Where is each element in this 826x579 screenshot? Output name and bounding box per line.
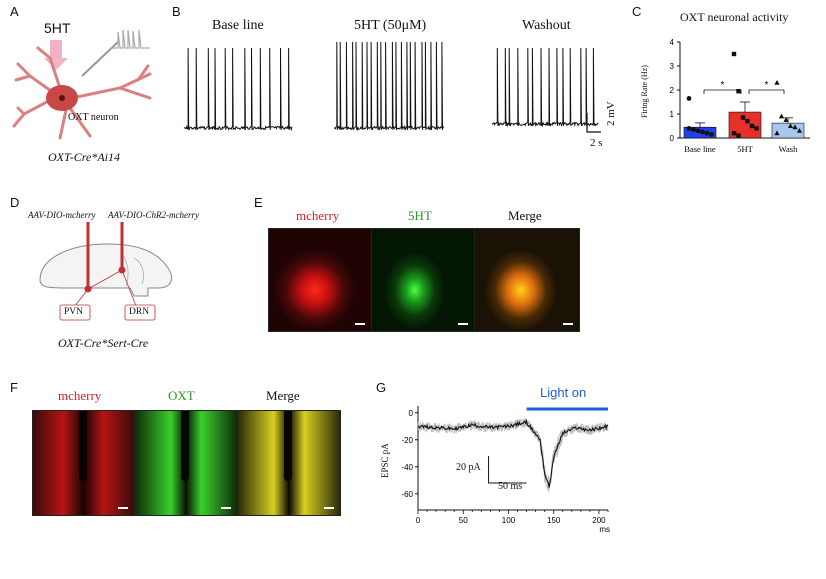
- c-ytick-label: 2: [670, 86, 675, 95]
- c-data-point: [783, 117, 789, 122]
- chart-g-ylabel: EPSC pA: [380, 443, 390, 478]
- c-data-point: [731, 51, 737, 57]
- panel-f-label-merge: Merge: [266, 388, 300, 403]
- epsc-scale-current: 20 pA: [456, 462, 481, 473]
- spike-traces: [183, 41, 599, 132]
- panel-a-neuron-illustration: [12, 29, 152, 140]
- c-data-point: [686, 96, 692, 101]
- c-data-point: [691, 127, 696, 132]
- epsc-scale-time: 50 ms: [498, 481, 523, 492]
- light-on-label: Light on: [540, 385, 587, 400]
- micrograph-e-merge: [474, 228, 580, 332]
- c-sig-star: *: [721, 80, 725, 91]
- c-data-point: [754, 126, 759, 131]
- panel-e-label-5ht: 5HT: [408, 208, 432, 223]
- panel-e-label-merge: Merge: [508, 208, 542, 223]
- virus-label-1: AAV-DIO-mcherry: [28, 210, 96, 220]
- region-label-drn: DRN: [129, 307, 150, 317]
- g-scale-bar: [488, 455, 527, 484]
- c-xtick-label: Wash: [779, 144, 798, 154]
- c-data-point: [736, 133, 741, 138]
- g-ytick-label: 0: [409, 409, 414, 418]
- c-xtick-label: 5HT: [737, 144, 753, 154]
- g-ytick-label: -20: [401, 436, 413, 445]
- trace-title-5ht: 5HT (50μM): [354, 18, 427, 33]
- electrode-icon: [81, 41, 119, 77]
- brain-outline: [39, 243, 173, 297]
- trace-title-washout: Washout: [522, 18, 571, 33]
- region-label-pvn: PVN: [64, 307, 84, 317]
- scale-bar-voltage: 2 mV: [605, 101, 617, 126]
- c-ytick-label: 4: [670, 38, 675, 47]
- micrograph-e-mcherry: [268, 228, 372, 332]
- c-data-point: [731, 131, 737, 136]
- g-trial-trace: [417, 418, 609, 486]
- panel-a-drug-label: 5HT: [44, 20, 71, 36]
- c-data-point: [774, 80, 780, 85]
- c-xtick-label: Base line: [684, 144, 716, 154]
- c-ytick-label: 1: [670, 110, 675, 119]
- c-data-point: [778, 113, 785, 119]
- micrograph-f-mcherry: [32, 410, 135, 516]
- c-data-point: [709, 132, 714, 137]
- panel-a-caption: OXT-Cre*Ai14: [48, 150, 120, 164]
- g-mean-trace: [417, 418, 609, 488]
- c-data-point: [774, 130, 780, 136]
- panel-f-label-oxt: OXT: [168, 388, 195, 403]
- trace-baseline: [183, 47, 293, 132]
- c-sig-bracket: [748, 89, 785, 94]
- brain-diagram: [39, 222, 173, 321]
- g-ytick-label: -60: [401, 490, 413, 499]
- c-data-point: [792, 124, 798, 130]
- trace-scale-bar: [586, 113, 601, 133]
- panel-f-letter: F: [10, 380, 18, 395]
- scale-bar-time: 2 s: [590, 137, 603, 149]
- g-xtick-label: 0: [416, 516, 421, 525]
- c-data-point: [796, 128, 803, 133]
- panel-d-letter: D: [10, 195, 20, 210]
- mini-spike-icon: [110, 29, 150, 49]
- panel-g-letter: G: [376, 380, 387, 395]
- firing-rate-chart: 0 1 2 3 4 Base line 5HT Wash * *: [670, 38, 810, 154]
- trace-5ht: [334, 41, 445, 132]
- c-data-point: [704, 130, 710, 136]
- c-ytick-label: 3: [670, 62, 675, 71]
- c-sig-bracket: [703, 89, 742, 94]
- g-xtick-label: 200: [592, 516, 606, 525]
- micrograph-f-oxt: [134, 410, 238, 516]
- virus-label-2: AAV-DIO-ChR2-mcherry: [108, 210, 200, 220]
- c-ytick-label: 0: [670, 134, 675, 143]
- panel-a-letter: A: [10, 4, 19, 19]
- trace-washout: [492, 47, 599, 128]
- chart-c-title: OXT neuronal activity: [680, 10, 789, 24]
- panel-b-letter: B: [172, 4, 181, 19]
- panel-e-letter: E: [254, 195, 263, 210]
- trace-title-baseline: Base line: [212, 18, 264, 33]
- g-xtick-label: 100: [502, 516, 516, 525]
- panel-f-label-mcherry: mcherry: [58, 388, 102, 403]
- g-xtick-label: 150: [547, 516, 561, 525]
- g-xtick-label: 50: [459, 516, 468, 525]
- chart-c-ylabel: Firing Rate (Hz): [640, 65, 649, 118]
- c-data-point: [787, 123, 794, 128]
- c-data-point: [695, 128, 701, 134]
- c-data-point: [736, 89, 741, 94]
- panel-e-label-mcherry: mcherry: [296, 208, 340, 223]
- c-data-point: [700, 129, 705, 135]
- c-data-point: [686, 126, 692, 131]
- micrograph-e-5ht: [371, 228, 475, 332]
- panel-d-caption: OXT-Cre*Sert-Cre: [58, 336, 149, 350]
- g-ytick-label: -40: [401, 463, 413, 472]
- panel-a-neuron-label: OXT neuron: [68, 112, 119, 123]
- g-xlabel: ms: [599, 525, 610, 534]
- c-sig-star: *: [765, 80, 769, 91]
- micrograph-f-merge: [237, 410, 341, 516]
- c-data-point: [740, 115, 746, 120]
- c-data-point: [749, 123, 755, 129]
- panel-c-letter: C: [632, 4, 642, 19]
- c-data-point: [745, 119, 750, 124]
